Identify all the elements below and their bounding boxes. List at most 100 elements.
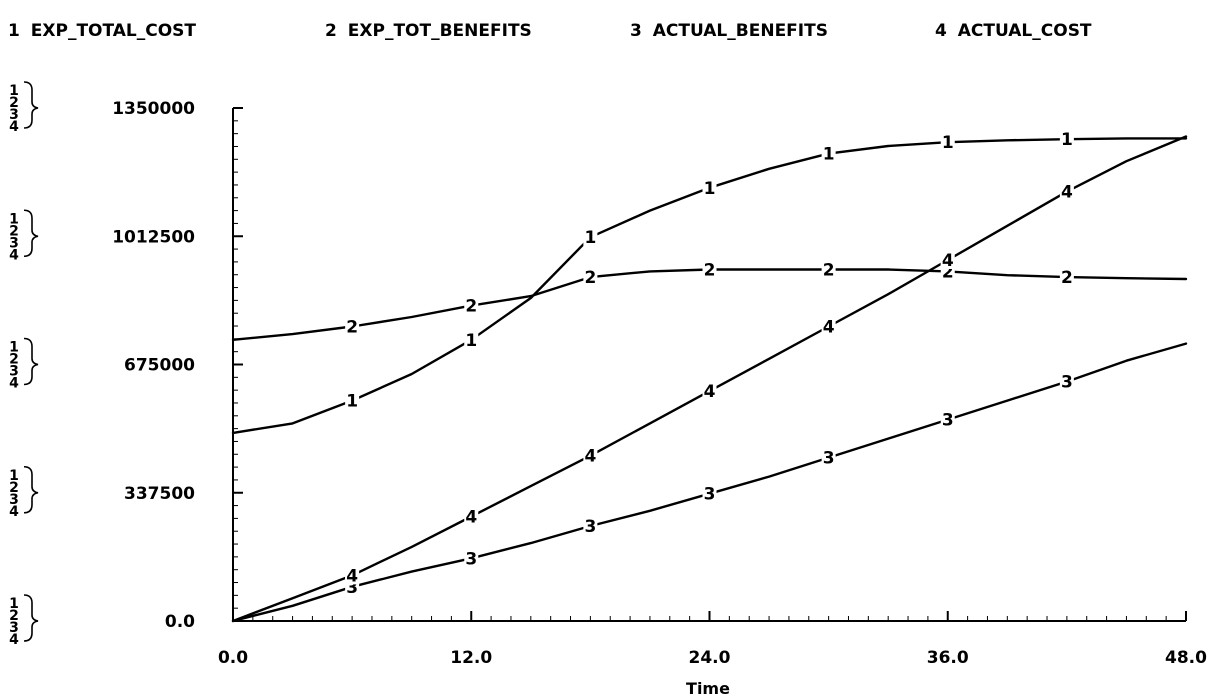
y-axis-group-number: 3 — [9, 492, 19, 508]
series-marker-bg-1 — [702, 177, 717, 197]
y-axis-group-number: 1 — [9, 596, 19, 612]
series-marker-2: 2 — [942, 262, 954, 282]
series-marker-2: 2 — [704, 261, 716, 281]
series-marker-3: 3 — [942, 411, 954, 431]
legend-item-3: 3 ACTUAL_BENEFITS — [630, 21, 828, 41]
legend-item-2-label: EXP_TOT_BENEFITS — [348, 21, 532, 41]
series-marker-3: 3 — [1061, 373, 1073, 393]
series-marker-bg-1 — [464, 329, 479, 349]
series-marker-3: 3 — [704, 485, 716, 505]
x-tick-label: 24.0 — [689, 648, 731, 668]
y-axis-group-number: 2 — [9, 223, 19, 239]
series-marker-4: 4 — [584, 447, 596, 467]
series-marker-bg-2 — [702, 259, 717, 279]
y-axis-group-number: 2 — [9, 95, 19, 111]
series-marker-bg-4 — [345, 565, 360, 585]
series-marker-bg-3 — [583, 516, 598, 535]
series-marker-bg-1 — [583, 227, 598, 247]
series-marker-bg-2 — [1059, 267, 1074, 287]
series-marker-1: 1 — [823, 145, 835, 165]
series-marker-bg-1 — [940, 132, 955, 152]
series-marker-bg-4 — [702, 381, 717, 401]
series-marker-bg-2 — [464, 295, 479, 315]
series-marker-2: 2 — [823, 261, 835, 281]
legend-item-2: 2 EXP_TOT_BENEFITS — [325, 21, 532, 41]
series-marker-3: 3 — [346, 578, 358, 598]
y-axis-group-number: 2 — [9, 608, 19, 624]
series-marker-bg-4 — [464, 506, 479, 526]
x-axis-label: Time — [686, 679, 730, 698]
series-marker-3: 3 — [584, 517, 596, 537]
y-axis-group-number: 4 — [9, 504, 19, 520]
series-marker-bg-3 — [702, 483, 717, 503]
series-marker-2: 2 — [1061, 268, 1073, 288]
series-marker-bg-3 — [1059, 371, 1074, 391]
legend-item-4: 4 ACTUAL_COST — [935, 21, 1092, 41]
series-marker-1: 1 — [346, 392, 358, 412]
y-axis-group-number: 4 — [9, 632, 19, 648]
ticks — [232, 107, 1187, 622]
series-marker-bg-1 — [1059, 129, 1074, 149]
y-axis-group-brace — [23, 81, 39, 129]
series-lines — [231, 135, 1188, 623]
series-marker-2: 2 — [584, 268, 596, 288]
x-tick-label: 48.0 — [1165, 648, 1207, 668]
y-axis-group-number: 1 — [9, 468, 19, 484]
legend-item-1-label: EXP_TOTAL_COST — [31, 21, 197, 41]
y-axis-group-brace — [23, 337, 39, 386]
series-marker-3: 3 — [823, 449, 835, 469]
series-marker-1: 1 — [942, 133, 954, 153]
series-marker-bg-4 — [940, 250, 955, 269]
series-marker-2: 2 — [346, 318, 358, 338]
legend-item-3-label: ACTUAL_BENEFITS — [653, 21, 828, 41]
series-marker-bg-1 — [345, 390, 360, 410]
y-axis-group-number: 4 — [9, 247, 19, 263]
legend-item-2-number: 2 — [325, 21, 337, 41]
series-marker-bg-2 — [345, 316, 360, 336]
series-marker-bg-4 — [1059, 181, 1074, 201]
y-axis-group-number: 3 — [9, 235, 19, 251]
legend: 1 EXP_TOTAL_COST 2 EXP_TOT_BENEFITS 3 AC… — [8, 21, 1092, 41]
y-axis-group-number: 2 — [9, 480, 19, 496]
series-marker-4: 4 — [465, 508, 477, 528]
series-marker-4: 4 — [704, 382, 716, 402]
series-marker-bg-4 — [583, 445, 598, 465]
y-axis-group-brace — [23, 465, 39, 514]
x-tick-label: 12.0 — [450, 648, 492, 668]
y-tick-label: 675000 — [124, 356, 195, 376]
series-marker-bg-3 — [821, 447, 836, 467]
legend-item-1-number: 1 — [8, 21, 20, 41]
series-line-4 — [231, 135, 1188, 623]
series-marker-bg-2 — [821, 259, 836, 279]
series-marker-bg-2 — [583, 267, 598, 287]
series-marker-1: 1 — [584, 228, 596, 248]
series-marker-bg-4 — [821, 316, 836, 336]
series-marker-bg-3 — [940, 409, 955, 429]
y-axis-group-number: 3 — [9, 620, 19, 636]
series-marker-bg-1 — [821, 143, 836, 163]
y-axis-group-brace — [23, 209, 39, 258]
y-axis-group-number: 1 — [9, 211, 19, 227]
y-axis-group-number: 4 — [9, 119, 19, 135]
series-marker-3: 3 — [465, 549, 477, 569]
series-marker-2: 2 — [465, 297, 477, 317]
y-axis-group-number: 2 — [9, 352, 19, 368]
legend-item-3-number: 3 — [630, 21, 642, 41]
y-tick-label: 1012500 — [112, 227, 195, 247]
legend-item-1: 1 EXP_TOTAL_COST — [8, 21, 196, 41]
series-marker-bg-3 — [464, 548, 479, 568]
series-marker-4: 4 — [1061, 183, 1073, 203]
tick-labels: 0.0 337500 675000 1012500 1350000 0.0 12.0 24.0… — [112, 99, 1207, 668]
y-axis-group-number: 4 — [9, 376, 19, 392]
series-marker-1: 1 — [1061, 130, 1073, 150]
y-tick-label: 0.0 — [165, 612, 195, 632]
y-tick-label: 337500 — [124, 484, 195, 504]
series-marker-4: 4 — [346, 566, 358, 586]
series-marker-1: 1 — [465, 331, 477, 351]
